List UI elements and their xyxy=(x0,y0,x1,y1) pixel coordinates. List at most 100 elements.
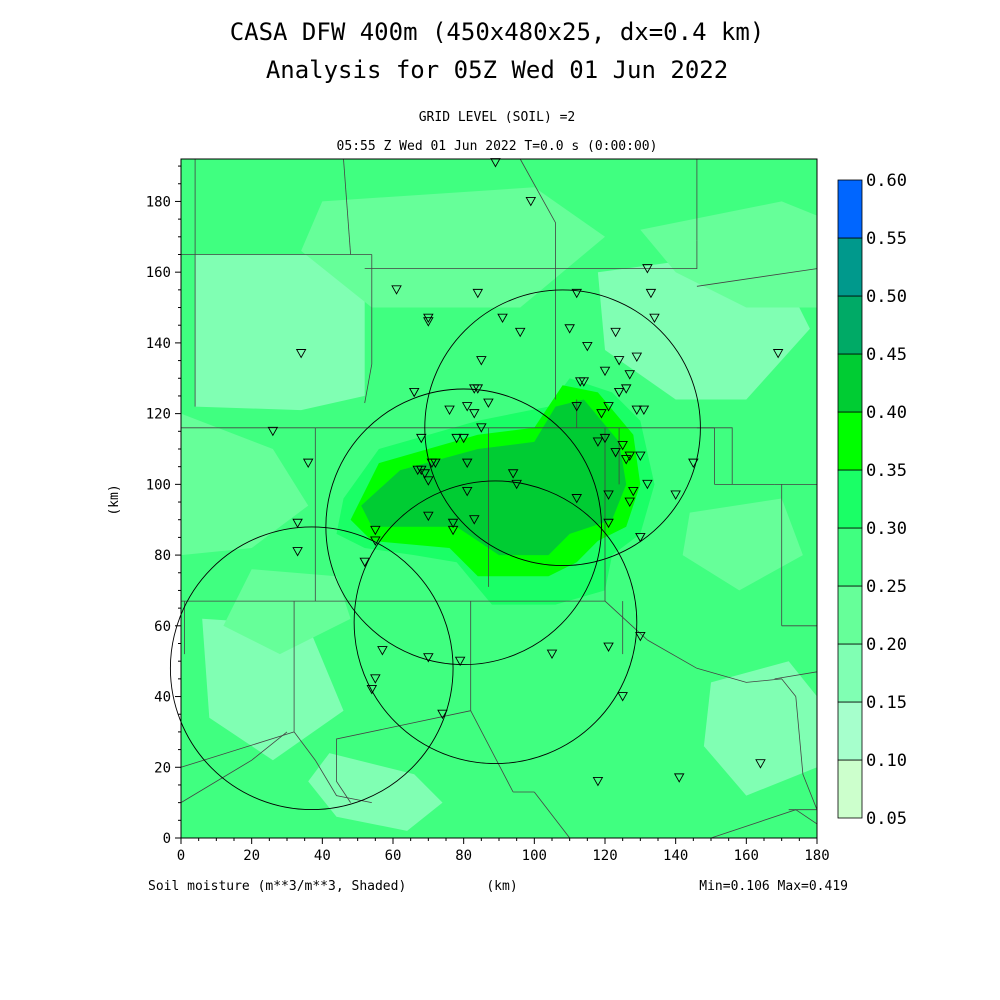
station-marker xyxy=(497,313,508,324)
county-boundary xyxy=(696,427,733,485)
y-tick-label: 160 xyxy=(146,265,171,281)
station-marker xyxy=(377,646,388,656)
station-marker xyxy=(423,476,434,486)
colorbar-label: 0.15 xyxy=(866,693,907,713)
x-tick-label: 40 xyxy=(314,848,331,864)
station-marker xyxy=(649,313,660,324)
y-axis-ticks: 0 20 40 60 80 100 120 140 160 180 xyxy=(146,165,181,847)
station-marker xyxy=(603,642,614,652)
x-tick-label: 120 xyxy=(592,848,617,864)
colorbar-label: 0.25 xyxy=(866,577,907,597)
y-tick-label: 120 xyxy=(146,407,171,423)
county-boundary xyxy=(180,731,295,768)
station-marker xyxy=(642,264,653,274)
station-marker xyxy=(642,479,653,490)
x-tick-label: 80 xyxy=(455,848,472,864)
field-region-040 xyxy=(361,399,627,556)
station-marker xyxy=(447,525,459,536)
chart-title: CASA DFW 400m (450x480x25, dx=0.4 km) xyxy=(230,18,765,46)
colorbar: 0.05 0.10 0.15 0.20 0.25 0.30 0.35 0.40 0.45 0.50… xyxy=(837,171,907,829)
county-boundary xyxy=(470,710,514,793)
county-boundary xyxy=(696,667,797,697)
field-region-015-se xyxy=(703,661,817,796)
field-region-020-n xyxy=(301,187,605,308)
county-boundary xyxy=(336,710,471,803)
station-marker xyxy=(514,327,526,338)
county-boundary xyxy=(364,254,373,404)
county-boundary xyxy=(555,240,698,270)
field-region-020-sw xyxy=(223,569,351,655)
county-boundary xyxy=(293,731,372,803)
colorbar-label: 0.50 xyxy=(866,287,907,307)
field-region-020-ne xyxy=(640,201,817,308)
station-marker xyxy=(370,525,381,536)
colorbar-swatch xyxy=(837,759,863,819)
min-max-label: Min=0.106 Max=0.419 xyxy=(699,879,848,894)
colorbar-swatch xyxy=(837,295,863,355)
county-boundary xyxy=(180,731,288,803)
station-marker xyxy=(571,288,583,299)
county-boundary xyxy=(795,696,818,810)
station-marker xyxy=(624,451,636,461)
x-axis-ticks: 0 20 40 60 80 100 120 140 160 180 xyxy=(177,838,830,864)
x-tick-label: 180 xyxy=(804,848,829,864)
station-marker xyxy=(613,356,625,366)
station-marker xyxy=(603,490,614,500)
station-marker xyxy=(408,387,420,398)
county-boundary xyxy=(519,158,556,269)
station-marker xyxy=(627,486,639,497)
station-marker xyxy=(447,518,459,529)
county-boundary xyxy=(696,268,818,287)
station-marker xyxy=(755,759,766,769)
field-region-015-s xyxy=(308,753,443,831)
field-region-020-w xyxy=(181,413,309,556)
x-tick-label: 160 xyxy=(734,848,759,864)
x-tick-label: 100 xyxy=(522,848,547,864)
station-marker xyxy=(302,458,314,469)
radar-ring xyxy=(325,388,602,666)
y-axis-label: (km) xyxy=(107,484,122,515)
station-marker xyxy=(476,423,487,433)
station-marker xyxy=(415,433,427,444)
station-marker xyxy=(525,196,537,207)
colorbar-label: 0.45 xyxy=(866,345,907,365)
station-marker xyxy=(620,455,632,465)
y-tick-label: 80 xyxy=(154,548,171,564)
colorbar-swatch xyxy=(837,179,863,239)
station-marker xyxy=(295,349,307,359)
station-marker xyxy=(423,653,434,663)
station-marker xyxy=(613,387,625,398)
station-marker xyxy=(673,773,685,783)
county-boundary xyxy=(604,600,648,641)
station-marker xyxy=(437,709,448,720)
x-axis-label: (km) xyxy=(486,879,517,894)
station-marker xyxy=(624,497,636,507)
radar-ring xyxy=(169,526,454,811)
station-marker xyxy=(592,437,604,447)
station-marker xyxy=(468,515,480,525)
station-marker xyxy=(483,398,494,408)
station-marker xyxy=(292,547,303,557)
colorbar-swatch xyxy=(837,527,863,587)
station-marker xyxy=(599,433,611,444)
station-marker xyxy=(617,441,628,451)
time-label: 05:55 Z Wed 01 Jun 2022 T=0.0 s (0:00:00… xyxy=(337,139,658,154)
colorbar-label: 0.60 xyxy=(866,171,907,191)
station-marker xyxy=(571,494,583,504)
colorbar-swatch xyxy=(837,237,863,297)
station-marker xyxy=(366,685,378,695)
station-marker xyxy=(292,518,303,529)
station-marker xyxy=(571,402,583,412)
station-marker xyxy=(596,409,607,419)
colorbar-label: 0.30 xyxy=(866,519,907,539)
station-marker xyxy=(582,341,593,352)
station-marker xyxy=(472,288,484,299)
station-marker xyxy=(511,479,522,490)
county-boundary xyxy=(343,158,351,255)
station-marker xyxy=(610,448,621,458)
station-marker xyxy=(603,402,614,412)
field-region-020-e xyxy=(682,498,803,591)
station-marker xyxy=(564,324,575,334)
station-marker xyxy=(461,458,473,469)
county-boundary xyxy=(774,671,818,680)
